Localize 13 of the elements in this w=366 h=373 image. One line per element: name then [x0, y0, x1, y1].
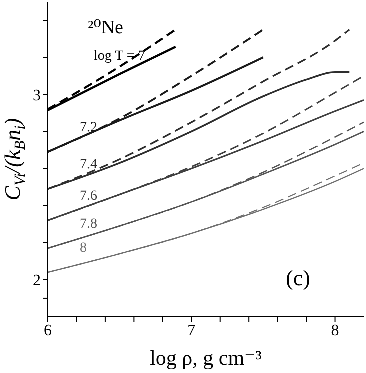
x-tick-label: 8	[331, 322, 340, 340]
annotation: (c)	[286, 266, 310, 290]
y-tick-label: 2	[33, 272, 41, 290]
x-axis-title: log ρ, g cm⁻³	[150, 346, 262, 370]
series-label: 7.4	[80, 158, 98, 173]
annotation: ²⁰Ne	[88, 18, 124, 38]
x-tick-label: 6	[44, 322, 52, 340]
y-tick-label: 3	[33, 87, 41, 104]
series-label: 8	[80, 241, 87, 256]
x-tick-label: 7	[188, 322, 196, 340]
series-label: 7.6	[80, 189, 98, 204]
series-label: 7.8	[80, 216, 98, 232]
series-label: log T = 7	[94, 48, 146, 64]
